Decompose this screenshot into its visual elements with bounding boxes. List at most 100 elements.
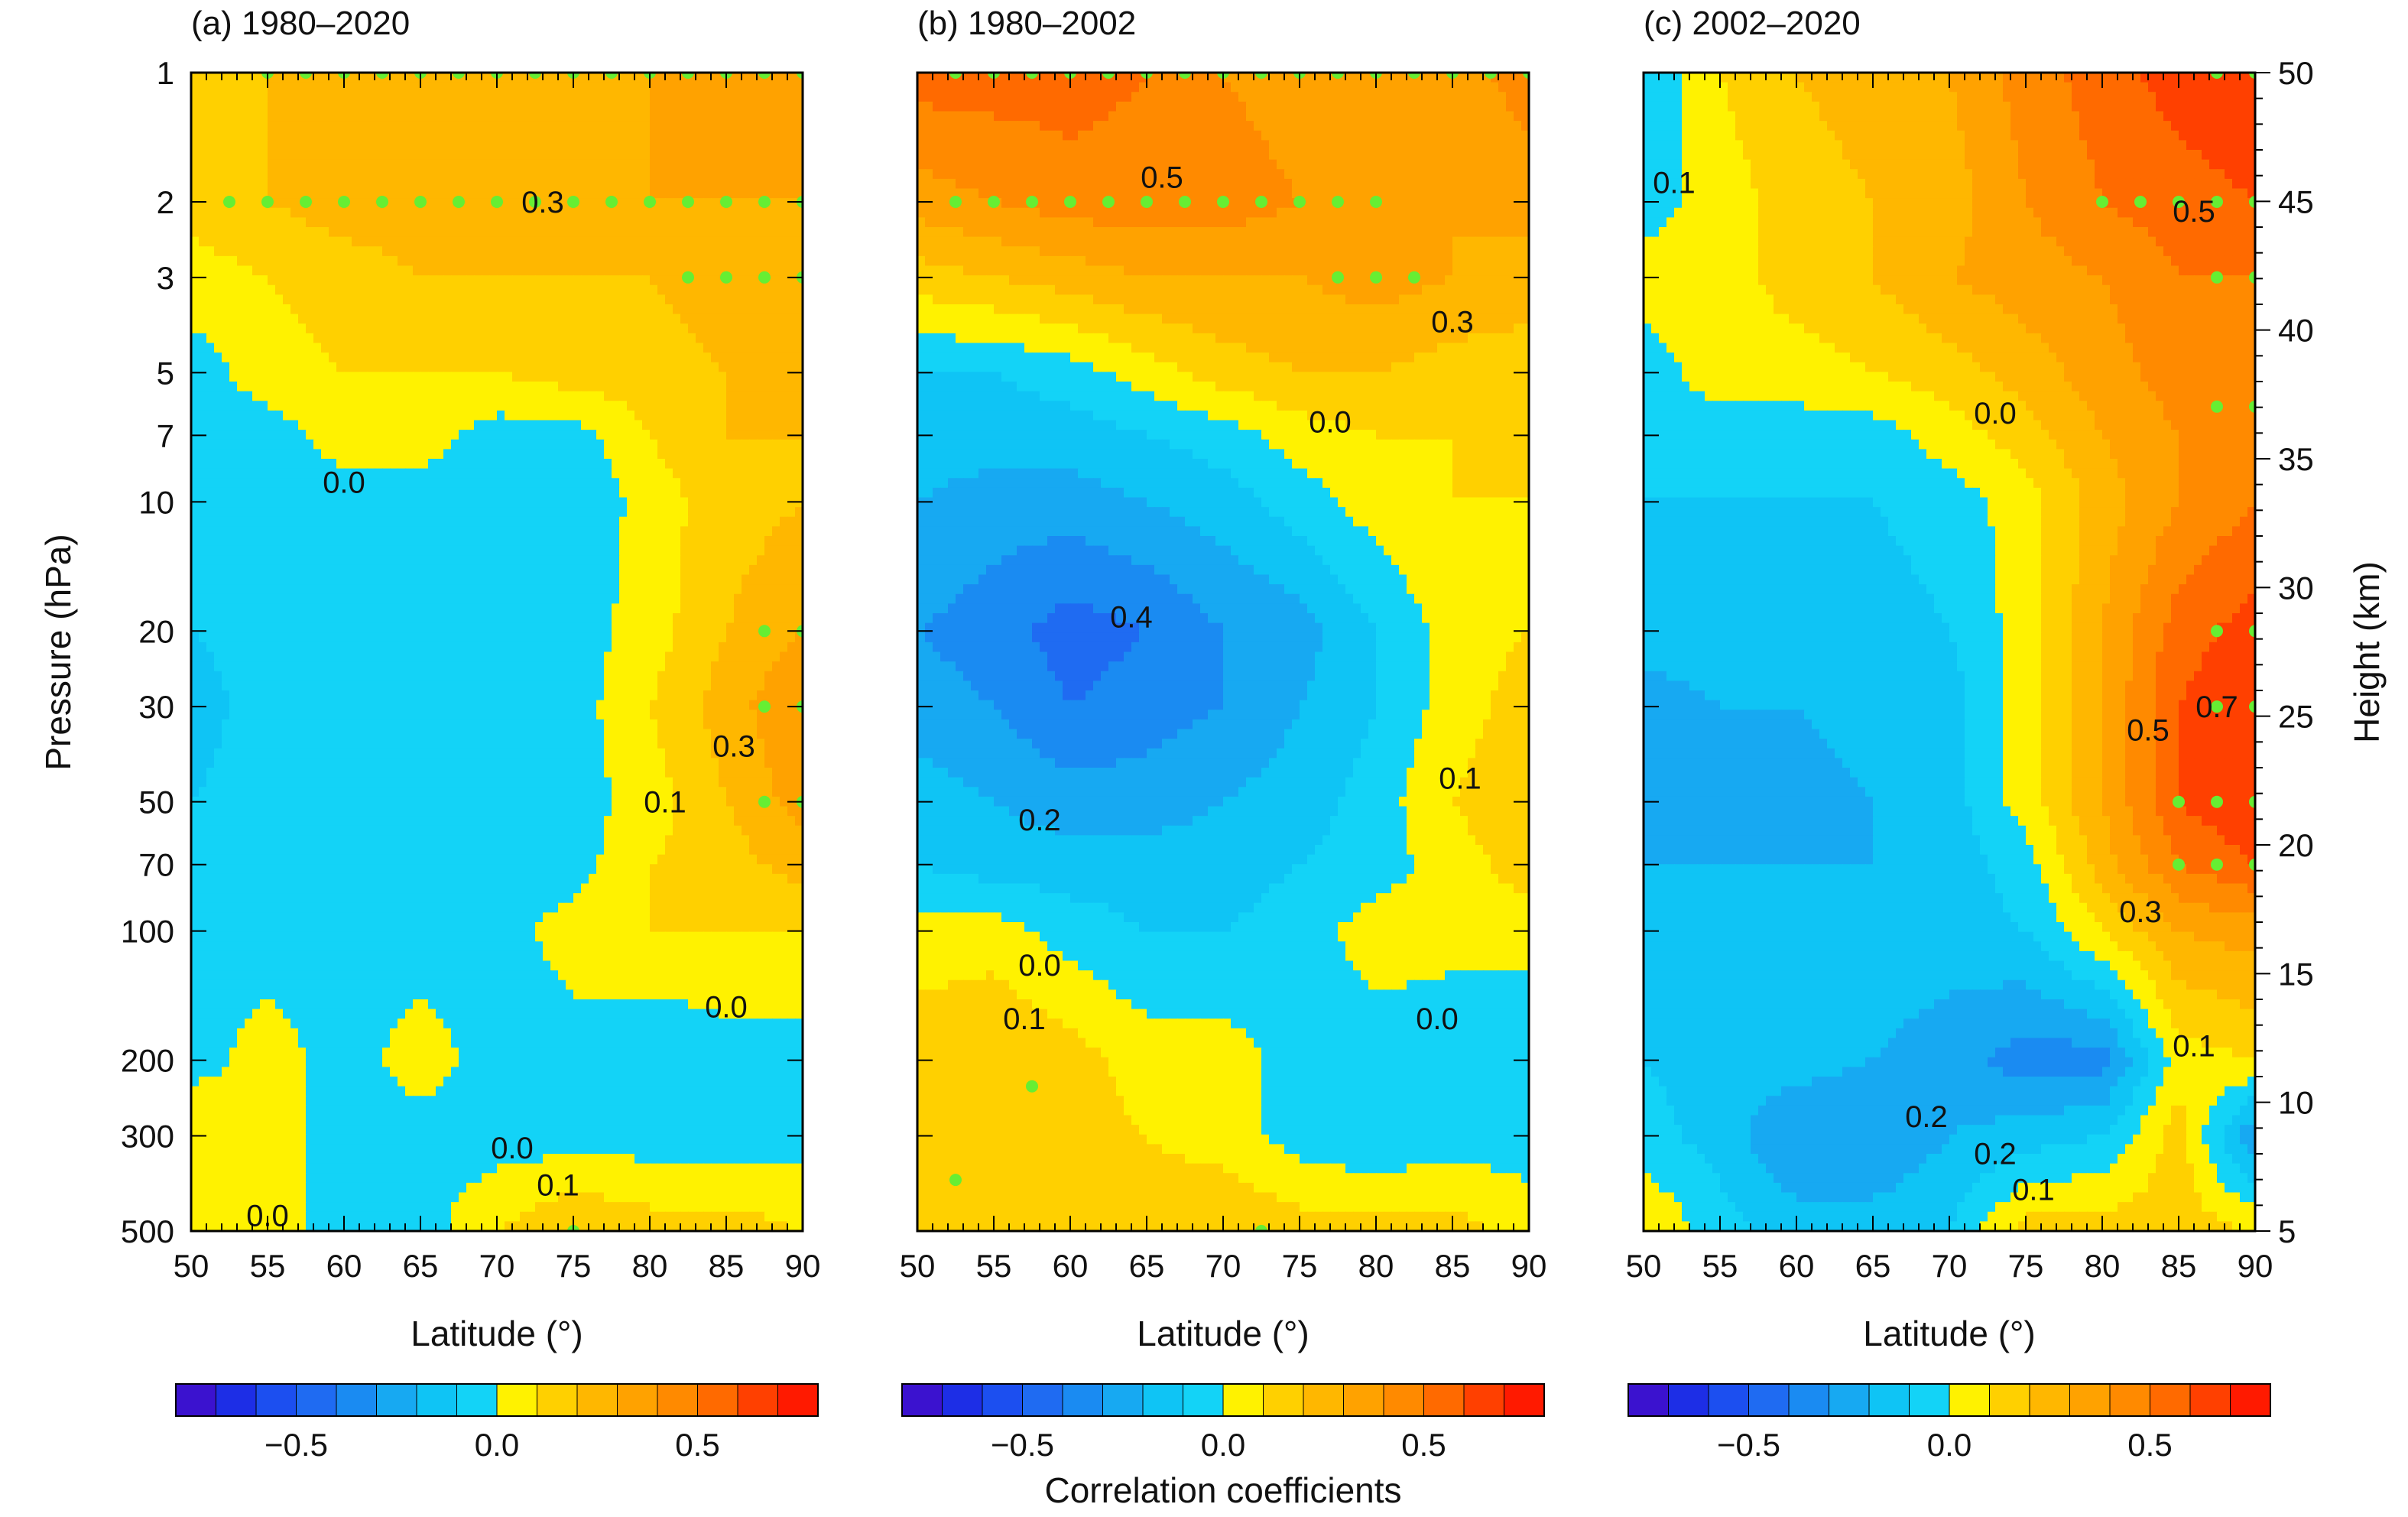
field-cell [550, 449, 559, 460]
field-cell [275, 420, 284, 430]
field-cell [443, 507, 452, 518]
field-cell [665, 159, 673, 171]
field-cell [321, 420, 329, 430]
field-cell [199, 584, 207, 595]
field-cell [581, 401, 589, 411]
field-cell [306, 459, 314, 469]
field-cell [734, 101, 742, 112]
field-cell [229, 671, 238, 682]
field-cell [352, 246, 360, 257]
field-cell [619, 507, 628, 518]
field-cell [191, 227, 200, 238]
field-cell [214, 82, 222, 93]
field-cell [566, 284, 574, 296]
field-cell [764, 178, 773, 190]
field-cell [757, 236, 765, 248]
field-cell [237, 632, 245, 643]
field-cell [566, 121, 574, 132]
field-cell [772, 150, 780, 161]
field-cell [290, 169, 299, 180]
field-cell [497, 555, 505, 566]
field-cell [382, 284, 391, 296]
field-cell [680, 188, 689, 199]
field-cell [619, 362, 628, 373]
field-cell [229, 439, 238, 450]
field-cell [428, 536, 436, 547]
field-cell [436, 632, 444, 643]
field-cell [329, 255, 337, 267]
field-cell [764, 487, 773, 499]
field-cell [214, 439, 222, 450]
field-cell [780, 313, 788, 325]
field-cell [757, 401, 765, 411]
field-cell [398, 420, 406, 430]
field-cell [375, 275, 383, 286]
field-cell [298, 313, 307, 325]
field-cell [665, 526, 673, 537]
field-cell [436, 545, 444, 557]
field-cell [405, 613, 414, 624]
field-cell [375, 545, 383, 557]
field-cell [222, 574, 230, 585]
field-cell [527, 564, 536, 576]
field-cell [696, 265, 704, 276]
field-cell [229, 584, 238, 595]
field-cell [726, 603, 735, 614]
field-cell [298, 671, 307, 682]
field-cell [398, 207, 406, 219]
field-cell [474, 382, 482, 392]
field-cell [764, 382, 773, 392]
field-cell [772, 372, 780, 382]
field-cell [466, 487, 475, 499]
field-cell [252, 516, 261, 528]
field-cell [619, 246, 628, 257]
field-cell [657, 632, 666, 643]
field-cell [359, 246, 368, 257]
field-cell [321, 382, 329, 392]
field-cell [657, 265, 666, 276]
field-cell [703, 304, 712, 315]
field-cell [673, 188, 681, 199]
field-cell [680, 449, 689, 460]
field-cell [734, 140, 742, 151]
field-cell [329, 536, 337, 547]
field-cell [627, 92, 635, 102]
field-cell [359, 227, 368, 238]
field-cell [413, 294, 421, 305]
field-cell [413, 284, 421, 296]
field-cell [612, 622, 620, 634]
field-cell [512, 111, 521, 122]
field-cell [283, 178, 291, 190]
field-cell [336, 294, 345, 305]
field-cell [749, 526, 758, 537]
field-cell [795, 246, 803, 257]
field-cell [474, 584, 482, 595]
field-cell [764, 430, 773, 440]
field-cell [703, 574, 712, 585]
field-cell [313, 207, 322, 219]
field-cell [703, 382, 712, 392]
field-cell [558, 284, 566, 296]
field-cell [489, 632, 498, 643]
field-cell [780, 574, 788, 585]
field-cell [474, 372, 482, 382]
field-cell [604, 545, 612, 557]
field-cell [535, 526, 544, 537]
field-cell [451, 564, 459, 576]
field-cell [398, 497, 406, 508]
field-cell [329, 382, 337, 392]
field-cell [413, 265, 421, 276]
field-cell [390, 555, 398, 566]
field-cell [573, 545, 582, 557]
field-cell [436, 140, 444, 151]
field-cell [535, 207, 544, 219]
field-cell [787, 227, 796, 238]
field-cell [466, 333, 475, 344]
field-cell [206, 671, 215, 682]
field-cell [757, 352, 765, 363]
field-cell [222, 101, 230, 112]
field-cell [711, 574, 719, 585]
field-cell [711, 536, 719, 547]
field-cell [222, 236, 230, 248]
